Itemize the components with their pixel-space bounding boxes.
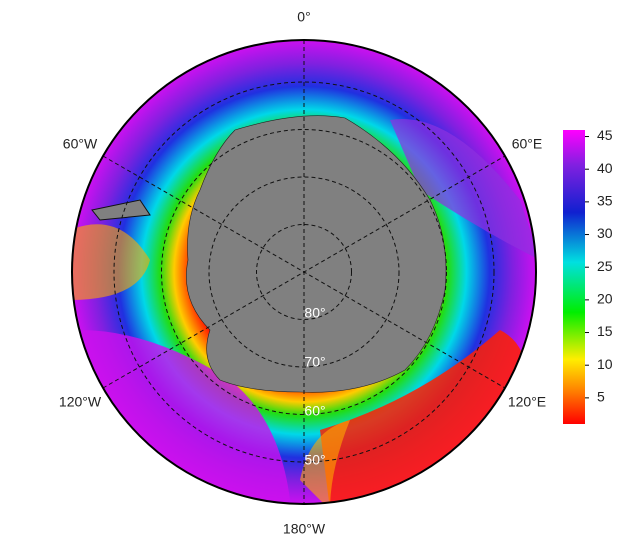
colorbar-tick-label: 35 bbox=[597, 193, 613, 209]
longitude-label: 120°E bbox=[508, 394, 546, 410]
longitude-label: 60°W bbox=[63, 136, 98, 152]
colorbar-tick-label: 15 bbox=[597, 323, 613, 339]
graticule bbox=[161, 129, 447, 415]
latitude-label: 60° bbox=[304, 403, 325, 419]
south-america bbox=[91, 199, 151, 221]
longitude-label: 120°W bbox=[59, 394, 102, 410]
colorbar bbox=[563, 130, 585, 424]
meridian bbox=[102, 155, 506, 389]
latitude-label: 80° bbox=[304, 305, 325, 321]
colorbar-tick-label: 5 bbox=[597, 389, 605, 405]
colorbar-tick-label: 40 bbox=[597, 160, 613, 176]
graticule bbox=[256, 224, 352, 320]
longitude-label: 0° bbox=[297, 9, 310, 25]
colorbar-tick-label: 45 bbox=[597, 127, 613, 143]
colorbar-tick-label: 25 bbox=[597, 258, 613, 274]
map-border bbox=[71, 39, 537, 505]
graticule bbox=[113, 81, 495, 463]
graticule bbox=[208, 176, 400, 368]
longitude-label: 60°E bbox=[512, 136, 543, 152]
latitude-label: 70° bbox=[304, 354, 325, 370]
colorbar-tick-label: 20 bbox=[597, 291, 613, 307]
longitude-label: 180°W bbox=[283, 521, 326, 537]
colorbar-tick-label: 30 bbox=[597, 225, 613, 241]
colorbar-tick-label: 10 bbox=[597, 356, 613, 372]
latitude-label: 50° bbox=[304, 452, 325, 468]
antarctica bbox=[186, 115, 447, 393]
